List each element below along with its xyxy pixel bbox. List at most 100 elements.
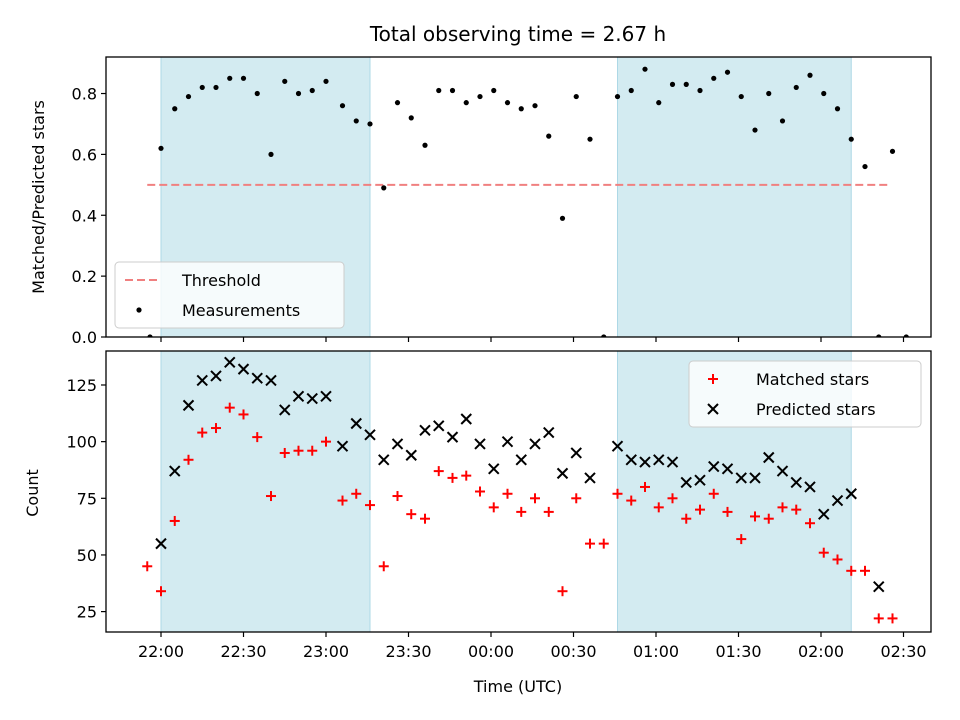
measurement-point xyxy=(848,136,854,142)
predicted-star-point xyxy=(182,399,195,412)
measurement-point xyxy=(546,133,552,139)
predicted-star-point xyxy=(419,424,431,437)
matched-star-point xyxy=(653,502,664,513)
predicted-star-point xyxy=(818,508,830,520)
legend-measurement-handle xyxy=(136,307,142,313)
measurement-point xyxy=(573,93,579,100)
bottom-x-tick-label: 01:30 xyxy=(715,642,761,661)
top-shaded-interval xyxy=(617,57,852,337)
measurement-point xyxy=(268,151,274,157)
matched-star-point xyxy=(392,491,403,502)
top-y-axis-label: Matched/Predicted stars xyxy=(29,100,48,294)
matched-star-point xyxy=(156,586,166,597)
bottom-panel: 25 50 75 100 125 22:00 22:30 23:00 23:30 00:00 00:… xyxy=(66,350,932,661)
predicted-star-point xyxy=(405,449,417,461)
matched-star-point xyxy=(681,513,692,524)
top-y-tick-label: 0.2 xyxy=(72,267,97,286)
bottom-x-tick-label: 22:30 xyxy=(220,642,266,661)
predicted-star-point xyxy=(433,420,445,432)
measurement-point xyxy=(614,93,621,100)
bottom-y-axis-label: Count xyxy=(23,469,42,517)
measurement-point xyxy=(449,87,456,94)
top-panel: 0.0 0.2 0.4 0.6 0.8 Threshold Measurements xyxy=(72,56,932,347)
matched-star-point xyxy=(887,613,898,624)
measurement-point xyxy=(711,75,717,81)
x-axis-label: Time (UTC) xyxy=(473,677,562,696)
matched-star-point xyxy=(543,506,554,517)
matched-star-point xyxy=(365,500,375,511)
predicted-star-point xyxy=(515,454,527,466)
measurement-point xyxy=(504,100,511,106)
matched-star-point xyxy=(818,547,829,558)
matched-star-point xyxy=(293,445,304,456)
predicted-star-point xyxy=(155,537,167,550)
measurement-point xyxy=(282,78,288,84)
bottom-y-tick-label: 25 xyxy=(77,603,97,622)
predicted-star-point xyxy=(804,481,816,493)
measurement-point xyxy=(491,87,497,94)
measurement-point xyxy=(738,93,744,100)
matched-star-point xyxy=(626,495,637,506)
matched-star-point xyxy=(502,488,513,499)
measurement-point xyxy=(779,118,786,124)
predicted-star-point xyxy=(196,374,208,387)
matched-star-point xyxy=(378,561,389,572)
matched-star-point xyxy=(252,432,263,443)
matched-star-point xyxy=(571,493,582,504)
matched-star-point xyxy=(211,423,221,434)
matched-star-point xyxy=(708,488,719,499)
matched-star-point xyxy=(169,515,180,526)
predicted-star-point xyxy=(680,476,692,489)
predicted-star-point xyxy=(584,472,596,484)
measurement-point xyxy=(834,106,841,112)
predicted-star-point xyxy=(845,488,857,500)
measurement-point xyxy=(213,84,219,91)
measurement-point xyxy=(323,78,329,84)
predicted-star-point xyxy=(749,472,761,484)
predicted-star-point xyxy=(237,363,250,375)
matched-star-point xyxy=(598,538,609,549)
predicted-star-point xyxy=(251,372,263,384)
bottom-x-tick-label: 01:00 xyxy=(633,642,679,661)
measurement-point xyxy=(669,81,676,87)
matched-star-point xyxy=(846,565,857,576)
measurement-point xyxy=(587,136,593,142)
matched-star-point xyxy=(197,427,208,438)
predicted-star-point xyxy=(320,390,332,403)
measurement-point xyxy=(367,121,373,127)
matched-star-point xyxy=(557,586,568,597)
matched-star-point xyxy=(461,470,472,481)
predicted-star-point xyxy=(224,356,236,369)
matched-star-point xyxy=(279,447,290,458)
predicted-star-point xyxy=(474,438,486,450)
measurement-point xyxy=(408,115,414,121)
predicted-star-point xyxy=(611,440,624,452)
matched-star-point xyxy=(860,565,870,576)
measurement-point xyxy=(254,90,260,97)
matched-star-point xyxy=(183,454,194,465)
measurement-point xyxy=(381,185,387,191)
matched-star-point xyxy=(433,466,444,477)
predicted-star-point xyxy=(364,429,376,441)
bottom-y-tick-label: 50 xyxy=(77,546,97,565)
matched-star-point xyxy=(307,445,318,456)
measurement-point xyxy=(532,103,538,109)
predicted-star-point xyxy=(292,390,305,403)
measurement-point xyxy=(295,90,302,97)
matched-star-point xyxy=(321,436,331,447)
predicted-star-point xyxy=(488,463,500,475)
bottom-shaded-interval xyxy=(160,351,371,632)
predicted-star-point xyxy=(446,431,459,443)
matched-star-point xyxy=(475,486,485,497)
predicted-star-point xyxy=(735,472,747,484)
matched-star-point xyxy=(791,504,802,515)
bottom-y-tick-label: 100 xyxy=(66,433,97,452)
matched-star-point xyxy=(695,504,705,515)
predicted-star-point xyxy=(378,454,390,466)
bottom-legend: Matched stars Predicted stars xyxy=(688,360,922,428)
measurement-point xyxy=(807,72,813,78)
measurement-point xyxy=(697,87,703,94)
measurement-point xyxy=(724,69,731,75)
bottom-x-tick-label: 22:00 xyxy=(138,642,184,661)
measurement-point xyxy=(766,90,772,97)
